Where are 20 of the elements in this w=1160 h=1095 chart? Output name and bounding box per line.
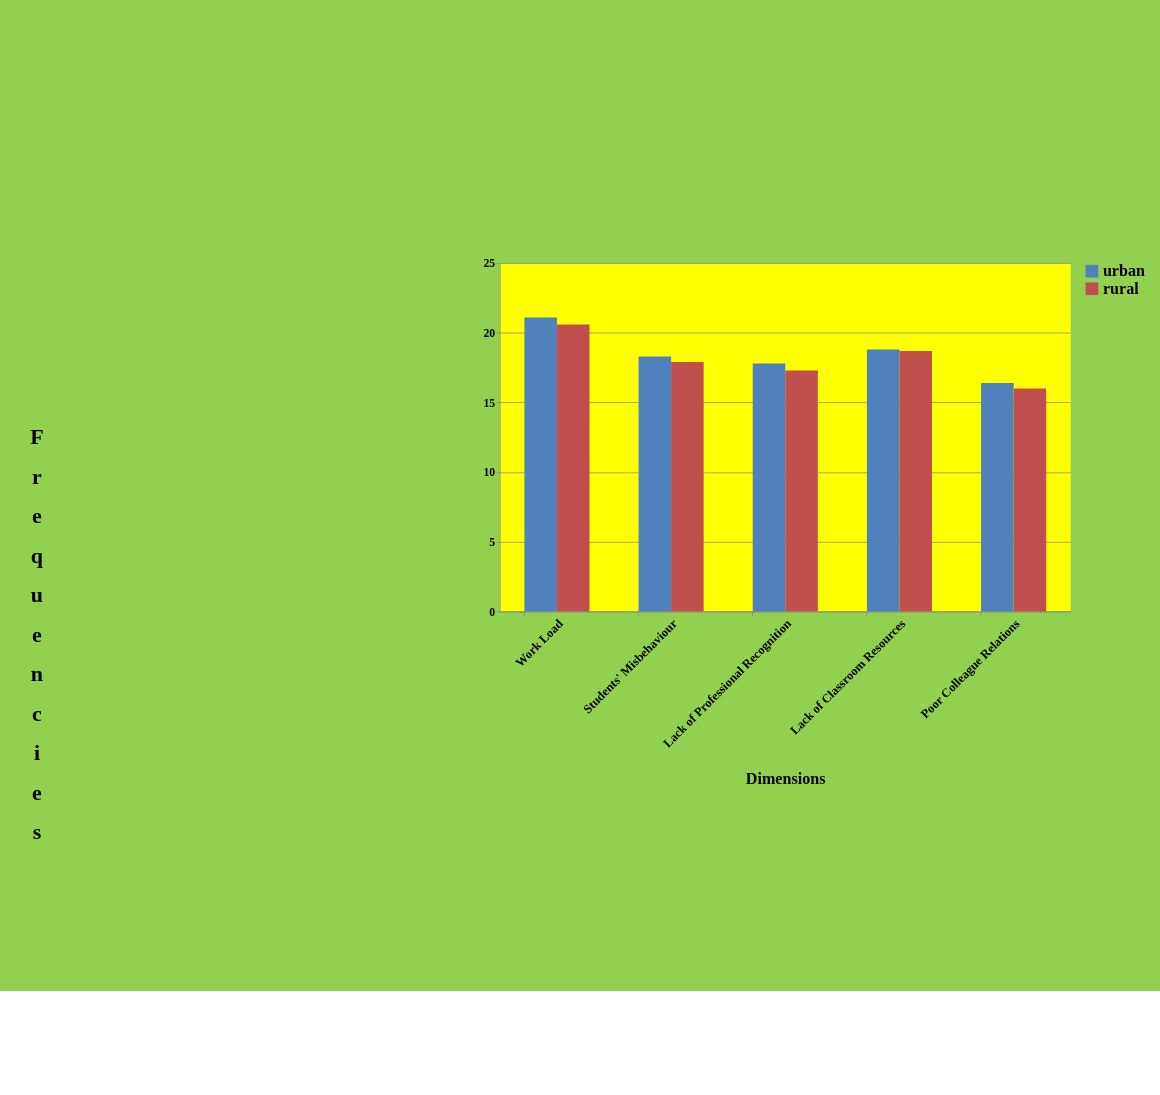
bar	[981, 382, 1014, 612]
bar	[752, 363, 786, 612]
legend-label: rural	[1102, 279, 1140, 297]
text: Frequencies	[30, 424, 44, 845]
bar	[556, 324, 590, 612]
y-tick-label: 10	[483, 466, 496, 480]
legend-label: urban	[1102, 262, 1146, 280]
bar	[1013, 388, 1047, 612]
y-tick-label: 5	[489, 535, 496, 549]
bar	[524, 317, 557, 612]
bar	[899, 350, 932, 612]
y-tick-label: 20	[483, 326, 496, 340]
bar	[638, 356, 672, 612]
bar	[785, 370, 818, 612]
y-tick-label: 15	[483, 396, 496, 410]
y-tick-label: 0	[489, 605, 496, 619]
bar	[671, 362, 704, 612]
y-tick-label: 25	[483, 257, 496, 271]
x-axis-title: Dimensions	[745, 770, 826, 788]
bar	[866, 349, 900, 612]
